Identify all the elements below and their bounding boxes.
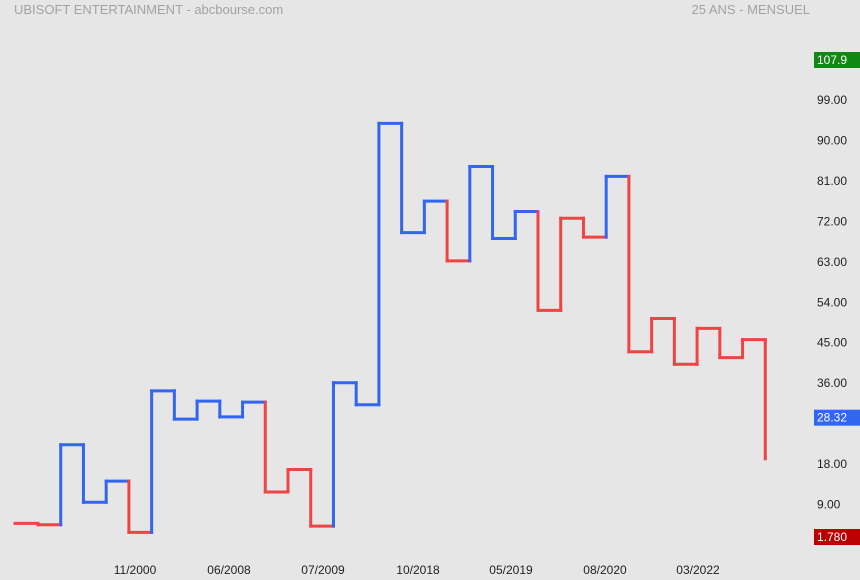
y-tick-label: 81.00 — [817, 174, 847, 188]
y-tick-label: 9.00 — [817, 498, 841, 512]
period-label: 25 ANS - MENSUEL — [691, 2, 811, 17]
x-tick-label: 05/2019 — [489, 563, 533, 577]
y-axis: 99.00 90.00 81.00 72.00 63.00 54.00 45.00 36.00… — [817, 93, 847, 512]
y-tick-label: 54.00 — [817, 295, 847, 309]
y-tick-label: 18.00 — [817, 457, 847, 471]
y-tick-label: 72.00 — [817, 214, 847, 228]
x-tick-label: 07/2009 — [301, 563, 345, 577]
last-badge — [814, 409, 860, 426]
min-badge-label: 1.780 — [817, 530, 847, 544]
y-tick-label: 45.00 — [817, 336, 847, 350]
y-tick-label: 36.00 — [817, 376, 847, 390]
value-badges: 107.9 28.32 1.780 — [814, 52, 860, 545]
y-tick-label: 90.00 — [817, 133, 847, 147]
x-tick-label: 03/2022 — [676, 563, 720, 577]
max-badge-label: 107.9 — [817, 53, 847, 67]
last-badge-label: 28.32 — [817, 411, 847, 425]
min-badge — [814, 529, 860, 545]
chart-title: UBISOFT ENTERTAINMENT - abcbourse.com — [14, 2, 284, 17]
price-line-group — [13, 121, 767, 534]
x-tick-label: 06/2008 — [207, 563, 251, 577]
x-tick-label: 10/2018 — [396, 563, 440, 577]
x-tick-label: 08/2020 — [583, 563, 627, 577]
max-badge — [814, 52, 860, 68]
y-tick-label: 99.00 — [817, 93, 847, 107]
x-tick-label: 11/2000 — [114, 563, 157, 577]
y-tick-label: 63.00 — [817, 255, 847, 269]
x-axis: 11/2000 06/2008 07/2009 10/2018 05/2019 08/20… — [114, 563, 720, 577]
